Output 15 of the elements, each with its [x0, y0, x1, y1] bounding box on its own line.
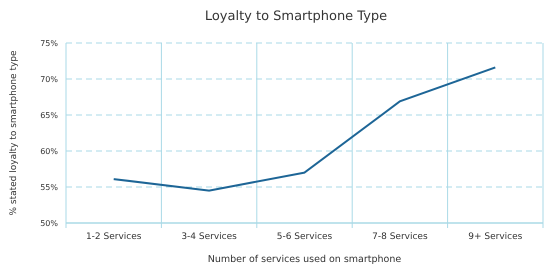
y-tick-label: 60% — [40, 146, 58, 156]
y-tick-label: 75% — [40, 38, 58, 48]
line-series — [112, 66, 496, 192]
chart-title: Loyalty to Smartphone Type — [204, 9, 388, 24]
x-axis-title: Number of services used on smartphone — [208, 254, 402, 265]
y-tick-label: 50% — [40, 218, 58, 228]
y-tick-label: 70% — [40, 74, 58, 84]
x-tick-label: 3-4 Services — [181, 232, 238, 242]
y-tick-label: 65% — [40, 110, 58, 120]
y-tick-label: 55% — [40, 182, 58, 192]
x-tick-label: 7-8 Services — [372, 232, 428, 242]
x-tick-label: 9+ Services — [468, 232, 523, 242]
y-axis-title: % stated loyalty to smartphone type — [9, 50, 19, 216]
x-tick-label: 1-2 Services — [86, 232, 142, 242]
x-tick-label: 5-6 Services — [276, 232, 333, 242]
